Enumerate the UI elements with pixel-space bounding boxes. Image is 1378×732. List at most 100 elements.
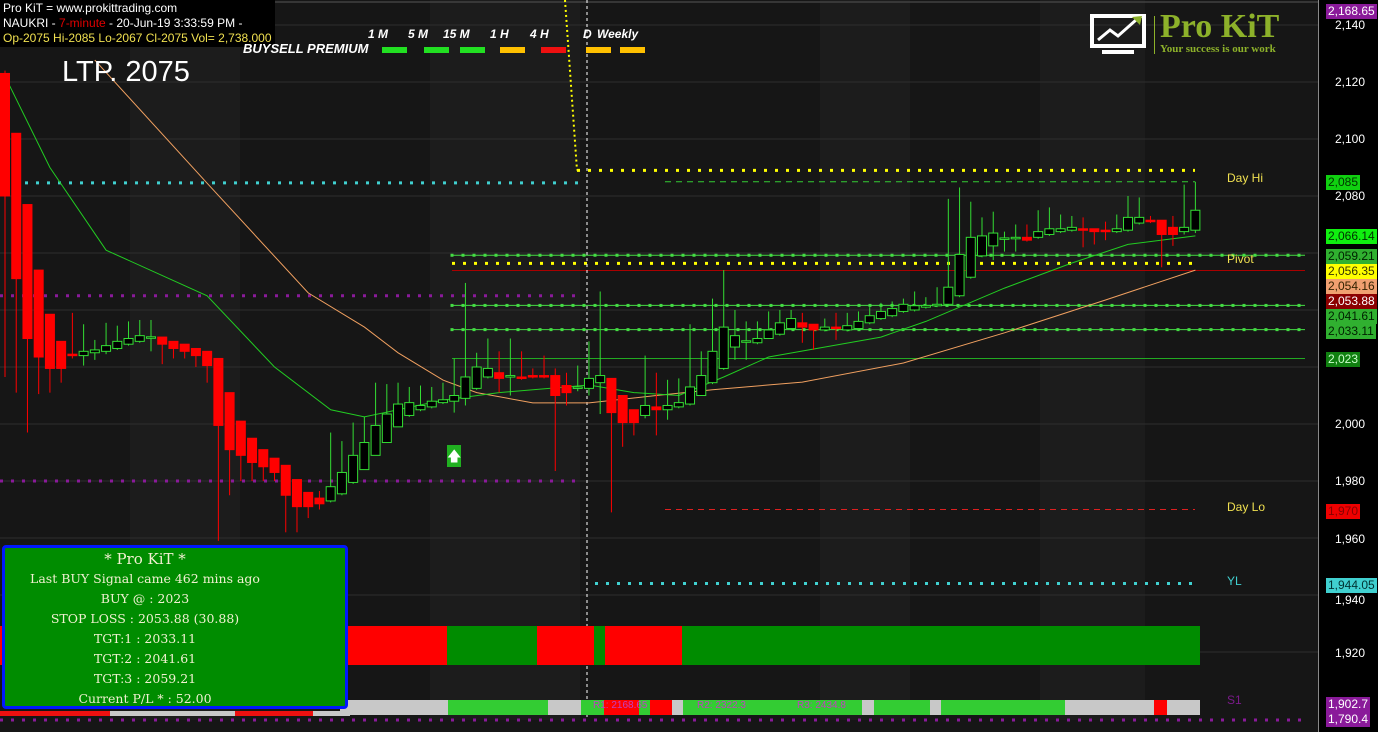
level-marker [626,253,630,257]
price-tag: 1,902.7 [1326,697,1371,712]
monitor-chart-icon [1090,14,1155,54]
y-tick: 2,080 [1334,189,1365,203]
candle-body [1033,231,1044,238]
buy-signal-arrow-icon: 🡅 [447,445,461,467]
level-marker [1187,328,1191,332]
level-marker [1286,253,1290,257]
level-marker [1253,303,1257,307]
candle-body [606,377,617,414]
level-marker [1000,328,1004,332]
candle-body [348,454,359,483]
candle-body [505,375,516,378]
level-marker [1165,328,1169,332]
info-signal: Last BUY Signal came 462 mins ago [30,571,260,586]
candle-body [303,491,314,508]
level-marker [1132,303,1136,307]
level-marker [1231,253,1235,257]
candle-body [797,322,808,328]
level-marker [560,328,564,332]
level-marker [1000,253,1004,257]
level-marker [868,253,872,257]
level-marker [626,303,630,307]
level-marker [1264,328,1268,332]
candle-body [179,343,190,352]
candle-body [1179,226,1190,233]
pivot-strip-segment [1065,700,1154,715]
background-band [430,0,580,720]
level-marker [604,303,608,307]
y-tick: 2,100 [1334,132,1365,146]
candle-body [134,335,145,342]
level-marker [1187,253,1191,257]
candle-body [786,318,797,330]
level-marker [1297,253,1301,257]
level-marker [1198,253,1202,257]
level-marker [604,328,608,332]
candle-body [1123,216,1133,231]
level-marker [1264,303,1268,307]
candle-body [752,338,763,344]
logo-name: Pro KiT [1160,8,1280,45]
level-marker [670,253,674,257]
pivot-strip-segment [340,700,448,715]
level-marker [1033,253,1037,257]
level-marker [813,303,817,307]
level-marker [1297,328,1301,332]
y-tick: 1,960 [1334,532,1365,546]
level-marker [681,303,685,307]
level-marker [1088,253,1092,257]
price-chart[interactable] [0,0,1318,732]
candle-body [78,350,89,357]
candle-body [920,304,931,308]
candle-body [415,404,426,411]
level-marker [1077,328,1081,332]
signal-band-segment [594,626,605,665]
candle-body [831,326,842,330]
candle-body [550,375,561,396]
tf-indicator-1m [382,47,407,53]
level-marker [450,253,454,257]
level-marker [868,328,872,332]
pivot-strip-segment [110,711,235,716]
level-marker [1275,328,1279,332]
level-marker [571,303,575,307]
level-marker [967,328,971,332]
level-marker [1066,253,1070,257]
candle-body [909,305,920,311]
y-tick: 2,140 [1334,18,1365,32]
level-marker [472,253,476,257]
pivot-strip-segment [862,700,874,715]
candle-body [617,395,628,424]
level-marker [450,328,454,332]
level-marker [945,328,949,332]
level-marker [857,328,861,332]
level-marker [1231,328,1235,332]
prokit-logo: Pro KiT Your success is our work [1088,8,1304,56]
candle-body [539,375,550,378]
candle-body [449,395,460,402]
level-marker [571,253,575,257]
price-tag: 1,790.4 [1326,712,1371,727]
ohlc-readout: Op-2075 Hi-2085 Lo-2067 Cl-2075 Vol= 2,7… [3,31,272,45]
price-tag: 2,168.65 [1326,4,1377,19]
candle-body [1100,229,1111,233]
candle-body [494,372,505,379]
info-tgt3: TGT:3 : 2059.21 [93,671,197,686]
site-label: Pro KiT = www.prokittrading.com [3,1,178,15]
candle-body [864,315,875,324]
candle-body [325,486,336,502]
level-marker [1088,328,1092,332]
label-day-lo: Day Lo [1227,500,1266,514]
level-marker [692,328,696,332]
level-marker [571,328,575,332]
level-marker [703,328,707,332]
level-marker [538,328,542,332]
level-marker [483,303,487,307]
level-marker [769,253,773,257]
candle-body [932,303,943,307]
level-marker [747,303,751,307]
candle-body [1134,216,1145,224]
pivot-strip-segment [639,700,650,715]
pivot-strip-segment [650,700,672,715]
level-marker [549,253,553,257]
